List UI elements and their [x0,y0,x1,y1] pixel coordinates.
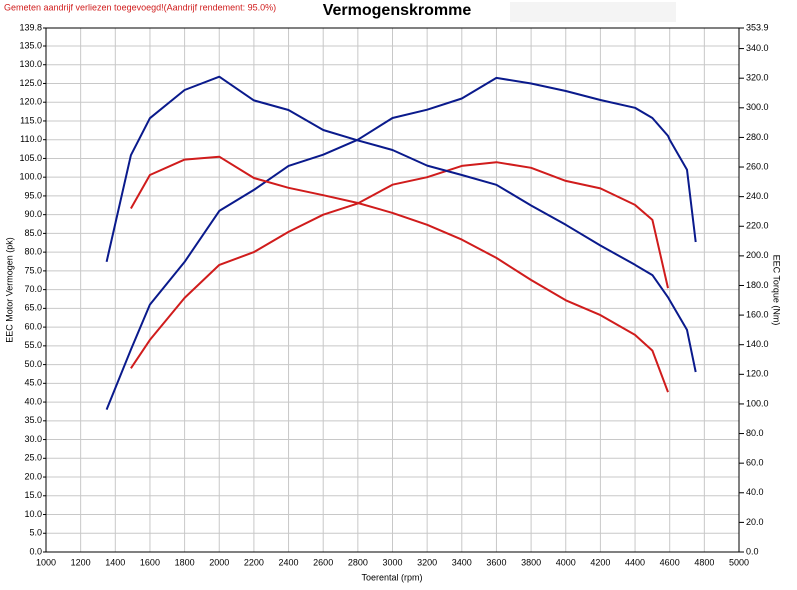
y-tick-label: 25.0 [24,453,42,463]
x-tick-label: 1000 [36,557,56,567]
x-tick-label: 4200 [590,557,610,567]
x-tick-label: 2400 [279,557,299,567]
y-tick-label: 70.0 [24,284,42,294]
y-tick-label: 90.0 [24,209,42,219]
x-tick-label: 1200 [71,557,91,567]
x-tick-label: 4000 [556,557,576,567]
y-tick-label: 55.0 [24,340,42,350]
x-tick-label: 1400 [105,557,125,567]
y2-tick-label: 20.0 [746,517,764,527]
y-tick-label: 50.0 [24,359,42,369]
y2-axis-label: EEC Torque (Nm) [772,255,782,326]
series-line [105,75,697,373]
x-tick-label: 4800 [694,557,714,567]
header-box [510,2,676,22]
x-tick-label: 4600 [660,557,680,567]
y-tick-label: 65.0 [24,303,42,313]
x-tick-label: 3000 [382,557,402,567]
y-tick-label: 125.0 [19,78,42,88]
y-tick-label: 0.0 [29,546,42,556]
x-axis-label: Toerental (rpm) [361,572,422,582]
x-tick-label: 1600 [140,557,160,567]
y-tick-label: 115.0 [20,115,42,125]
y-tick-label: 110.0 [20,134,42,144]
x-tick-label: 1800 [175,557,195,567]
x-tick-label: 2800 [348,557,368,567]
y2-tick-label: 260.0 [746,161,769,171]
y-tick-label: 85.0 [24,228,42,238]
x-tick-label: 2600 [313,557,333,567]
x-tick-label: 5000 [729,557,749,567]
plot-frame [45,27,740,553]
y-tick-label: 35.0 [24,415,42,425]
y-tick-label: 105.0 [19,153,42,163]
y2-tick-label: 220.0 [746,221,769,231]
y2-tick-label: 80.0 [746,428,764,438]
x-tick-label: 4400 [625,557,645,567]
y2-tick-label: 300.0 [746,102,769,112]
x-tick-label: 3600 [486,557,506,567]
y-tick-label: 45.0 [24,378,42,388]
y2-tick-label: 353.9 [746,22,769,32]
y2-tick-label: 120.0 [746,369,769,379]
y-tick-label: 60.0 [24,321,42,331]
y-tick-label: 20.0 [24,471,42,481]
y-tick-label: 135.0 [19,40,42,50]
y-tick-label: 130.0 [19,59,42,69]
y2-tick-label: 160.0 [746,309,769,319]
y2-tick-label: 200.0 [746,250,769,260]
series-line [130,155,669,393]
x-tick-label: 2200 [244,557,264,567]
y-tick-label: 15.0 [24,490,42,500]
x-tick-label: 3800 [521,557,541,567]
y-tick-label: 10.0 [24,509,42,519]
chart-title: Vermogenskromme [323,2,472,19]
y-tick-label: 30.0 [24,434,42,444]
y2-tick-label: 40.0 [746,487,764,497]
y-tick-label: 40.0 [24,396,42,406]
y2-tick-label: 140.0 [746,339,769,349]
note: Gemeten aandrijf verliezen toegevoegd!(A… [4,2,276,12]
y-tick-label: 95.0 [24,190,42,200]
y2-tick-label: 100.0 [746,398,769,408]
y-tick-label: 80.0 [24,247,42,257]
series-line [130,161,669,369]
y2-tick-label: 240.0 [746,191,769,201]
x-tick-label: 3200 [417,557,437,567]
y-tick-label: 100.0 [19,172,42,182]
y-tick-label: 139.8 [19,22,42,32]
y-tick-label: 75.0 [24,265,42,275]
y2-tick-label: 0.0 [746,546,759,556]
y-tick-label: 120.0 [19,97,42,107]
y2-tick-label: 320.0 [746,73,769,83]
y-axis-label: EEC Motor Vermogen (pk) [4,237,14,343]
y2-tick-label: 280.0 [746,132,769,142]
y2-tick-label: 180.0 [746,280,769,290]
x-tick-label: 2000 [209,557,229,567]
y-tick-label: 5.0 [29,528,42,538]
series-line [105,76,697,410]
y2-tick-label: 60.0 [746,458,764,468]
y2-tick-label: 340.0 [746,43,769,53]
x-tick-label: 3400 [452,557,472,567]
